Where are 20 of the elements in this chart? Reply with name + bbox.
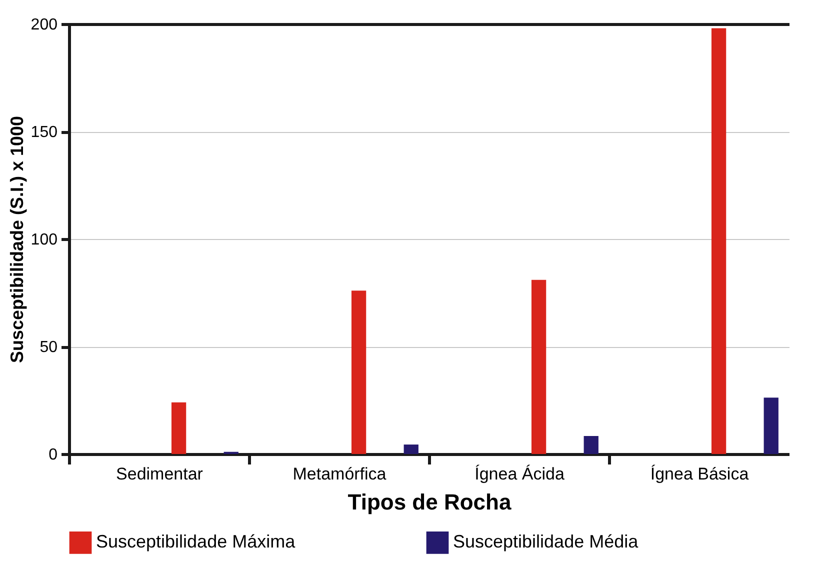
y-tick-label: 50 [40, 339, 58, 356]
legend-label: Susceptibilidade Média [453, 532, 640, 552]
x-tick-label: Metamórfica [292, 464, 387, 484]
bar [171, 402, 186, 454]
bar [404, 444, 418, 454]
x-tick-label: Ígnea Ácida [474, 464, 565, 484]
legend-label: Susceptibilidade Máxima [96, 532, 296, 552]
bar [531, 280, 546, 454]
x-tick-label: Ígnea Básica [650, 464, 750, 484]
y-tick-label: 100 [30, 232, 58, 248]
y-tick-label: 0 [48, 446, 58, 464]
x-tick-label: Sedimentar [116, 464, 204, 484]
y-tick-label: 150 [30, 124, 58, 141]
bar [764, 398, 778, 454]
bar [351, 290, 366, 454]
y-axis-title: Susceptibilidade (S.I.) x 1000 [6, 116, 27, 364]
x-axis-title: Tipos de Rocha [348, 490, 512, 514]
bar [711, 28, 726, 454]
bar [584, 436, 598, 454]
y-tick-label: 200 [30, 16, 58, 34]
